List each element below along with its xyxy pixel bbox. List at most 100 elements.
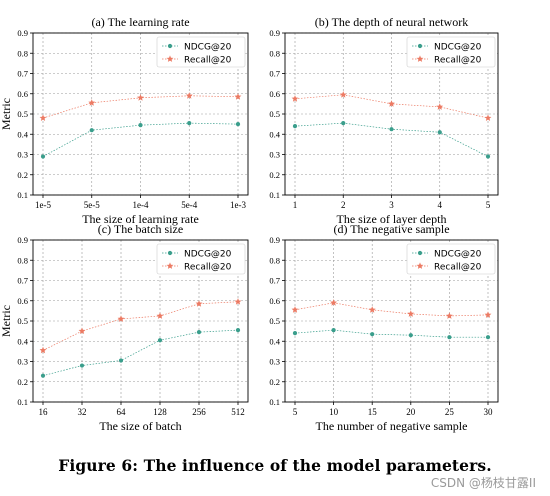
chart-title: (c) The batch size <box>98 222 183 236</box>
series-line <box>42 329 239 377</box>
recall-point <box>484 114 492 121</box>
ndcg-point <box>118 358 124 363</box>
y-tick-label: 0.4 <box>269 336 280 346</box>
chart-panel: 0.1 0.2 0.3 0.4 0.5 0.6 0.7 0.8 0.9 1e-5 5e-5 1e-4 5… <box>0 15 249 226</box>
chart-panel: 0.1 0.2 0.3 0.4 0.5 0.6 0.7 0.8 0.9 5 10 15 20 25 30 ND… <box>269 222 499 433</box>
y-tick-label: 0.2 <box>17 170 28 180</box>
y-tick-label: 0.9 <box>269 235 280 245</box>
legend-marker-ndcg <box>167 250 173 256</box>
y-tick-label: 0.3 <box>269 150 280 160</box>
recall-point <box>484 311 492 318</box>
x-axis-label: The size of layer depth <box>337 212 447 226</box>
x-tick-label: 30 <box>484 407 494 417</box>
ndcg-point <box>157 338 163 343</box>
recall-point <box>137 94 144 101</box>
x-axis-label: The size of learning rate <box>82 212 199 226</box>
legend-label: Recall@20 <box>184 56 232 66</box>
y-tick-label: 0.1 <box>17 397 28 407</box>
y-axis-label: Metric <box>0 305 13 337</box>
y-tick-label: 0.2 <box>17 377 28 387</box>
legend-marker-recall <box>166 55 174 62</box>
y-tick-label: 0.1 <box>17 190 28 200</box>
x-tick-label: 5 <box>293 407 298 417</box>
legend-marker-recall <box>416 55 424 62</box>
ndcg-point <box>235 122 241 127</box>
x-tick-label: 10 <box>329 407 339 417</box>
y-tick-label: 0.8 <box>17 255 28 265</box>
x-tick-label: 15 <box>368 407 378 417</box>
y-tick-label: 0.3 <box>17 150 28 160</box>
y-tick-label: 0.9 <box>17 235 28 245</box>
x-tick-label: 1 <box>293 200 298 210</box>
x-tick-label: 256 <box>192 407 206 417</box>
chart-panel: 0.1 0.2 0.3 0.4 0.5 0.6 0.7 0.8 0.9 1 2 3 4 5 NDCG@20 R… <box>269 15 499 226</box>
recall-point <box>185 92 193 99</box>
recall-point <box>368 306 376 313</box>
legend-label: Recall@20 <box>184 263 232 273</box>
recall-point <box>195 300 203 307</box>
ndcg-point <box>138 123 143 128</box>
x-tick-label: 2 <box>341 200 346 210</box>
series-line <box>294 302 489 317</box>
y-tick-label: 0.7 <box>17 69 28 79</box>
x-tick-label: 1e-3 <box>230 200 246 210</box>
recall-point <box>291 95 299 102</box>
y-axis-label: Metric <box>0 98 13 130</box>
recall-point <box>234 298 242 305</box>
ndcg-point <box>437 130 442 135</box>
legend-label: Recall@20 <box>434 56 482 66</box>
recall-point <box>156 312 164 319</box>
y-tick-label: 0.4 <box>17 336 28 346</box>
chart-title: (b) The depth of neural network <box>315 15 468 29</box>
watermark: CSDN @杨枝甘露II <box>430 476 536 490</box>
recall-point <box>445 312 453 319</box>
chart-title: (d) The negative sample <box>333 222 449 236</box>
y-tick-label: 0.7 <box>17 276 28 286</box>
y-tick-label: 0.5 <box>17 109 28 119</box>
ndcg-point <box>79 363 85 368</box>
y-tick-label: 0.6 <box>269 296 280 306</box>
recall-point <box>78 327 86 335</box>
chart-panel: 0.1 0.2 0.3 0.4 0.5 0.6 0.7 0.8 0.9 16 32 64 128 256 5… <box>0 222 249 433</box>
recall-point <box>39 114 47 121</box>
x-tick-label: 1e-5 <box>35 200 51 210</box>
ndcg-point <box>408 333 413 338</box>
recall-point <box>39 346 47 354</box>
legend-marker-recall <box>416 262 424 269</box>
legend-label: NDCG@20 <box>184 43 232 53</box>
y-tick-label: 0.9 <box>17 28 28 38</box>
x-tick-label: 128 <box>153 407 167 417</box>
ndcg-point <box>187 121 192 126</box>
ndcg-point <box>331 328 336 333</box>
ndcg-point <box>485 154 491 159</box>
plot-frame <box>284 32 499 196</box>
y-tick-label: 0.2 <box>269 377 280 387</box>
recall-point <box>234 93 242 100</box>
y-tick-label: 0.4 <box>17 129 28 139</box>
x-tick-label: 20 <box>406 407 416 417</box>
x-tick-label: 16 <box>39 407 49 417</box>
ndcg-point <box>341 121 346 126</box>
y-tick-label: 0.1 <box>269 397 280 407</box>
chart-title: (a) The learning rate <box>91 15 189 29</box>
x-tick-label: 5e-5 <box>84 200 100 210</box>
recall-point <box>436 103 444 110</box>
ndcg-point <box>447 335 452 340</box>
series-line <box>42 122 239 157</box>
x-tick-label: 5 <box>486 200 491 210</box>
recall-point <box>291 306 299 313</box>
legend-marker-ndcg <box>417 250 423 256</box>
legend-box <box>406 36 496 68</box>
y-tick-label: 0.5 <box>269 109 280 119</box>
ndcg-point <box>196 330 202 335</box>
y-tick-label: 0.5 <box>17 316 28 326</box>
plot-frame <box>284 239 499 403</box>
y-tick-label: 0.2 <box>269 170 280 180</box>
recall-point <box>388 100 395 107</box>
x-tick-label: 25 <box>445 407 455 417</box>
ndcg-point <box>370 332 375 337</box>
x-tick-label: 3 <box>389 200 394 210</box>
y-tick-label: 0.8 <box>17 48 28 58</box>
y-tick-label: 0.3 <box>17 357 28 367</box>
y-tick-label: 0.6 <box>17 296 28 306</box>
